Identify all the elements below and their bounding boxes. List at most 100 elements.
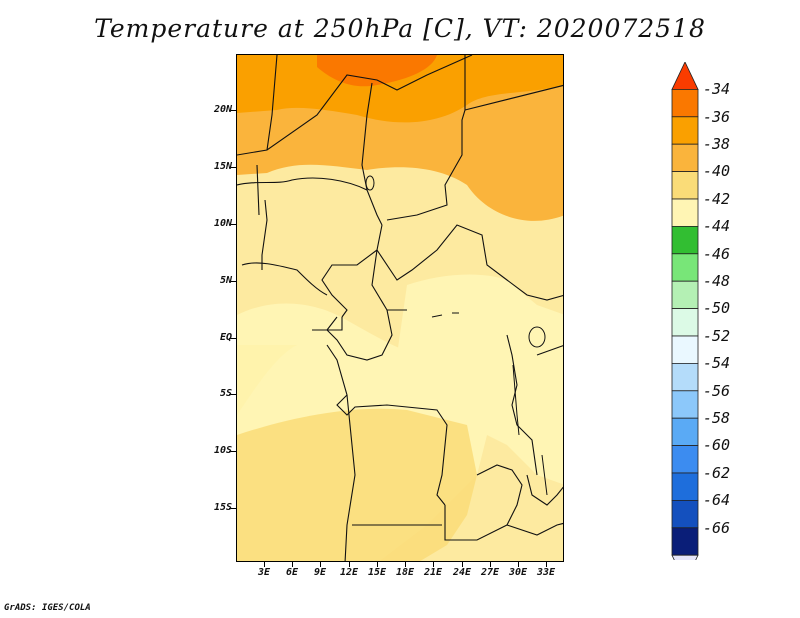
lon-label: 3E	[257, 567, 271, 578]
border-uganda-kenya	[536, 345, 563, 356]
lakes	[365, 175, 548, 496]
colorbar-label: -38	[703, 135, 731, 153]
lat-label: EQ	[219, 332, 232, 343]
border-great-lakes	[506, 334, 538, 476]
lake-tanganyika	[512, 364, 520, 436]
lat-tick	[229, 224, 236, 225]
colorbar-box	[671, 362, 699, 392]
lon-label: 15E	[367, 567, 387, 578]
colorbar-label: -50	[703, 299, 731, 317]
lon-tick	[546, 562, 547, 567]
lon-tick	[292, 562, 293, 567]
map-panel	[236, 54, 564, 562]
colorbar-label: -52	[703, 327, 731, 345]
border-sahara-west	[237, 55, 473, 156]
lat-label: 15N	[213, 161, 232, 172]
colorbar-box	[671, 417, 699, 447]
colorbar-box	[671, 253, 699, 282]
band-minus-34	[317, 55, 437, 87]
border-eq-guinea	[312, 317, 343, 331]
border-cameroon-car	[371, 249, 407, 311]
lat-tick	[229, 338, 236, 339]
colorbar-box	[671, 280, 699, 309]
border-angola-coast	[344, 394, 356, 561]
colorbar-label: -40	[703, 162, 731, 180]
colorbar-label: -48	[703, 272, 731, 290]
lake-chad	[365, 175, 375, 191]
border-mali-niger	[256, 164, 260, 216]
lat-tick	[229, 167, 236, 168]
lon-label: 21E	[423, 567, 443, 578]
coastline-gulf-of-guinea	[241, 262, 328, 296]
colorbar-label: -56	[703, 382, 731, 400]
lat-tick	[229, 394, 236, 395]
lake-victoria	[528, 326, 546, 348]
colorbar-label: -54	[703, 354, 731, 372]
colorbar	[671, 62, 699, 560]
lon-tick	[349, 562, 350, 567]
colorbar-box	[671, 445, 699, 474]
lat-label: 10S	[213, 445, 232, 456]
colorbar-box	[671, 116, 699, 145]
band-minus-44-east	[397, 274, 563, 485]
lon-label: 24E	[452, 567, 472, 578]
lat-tick	[229, 508, 236, 509]
lon-label: 27E	[480, 567, 500, 578]
lon-tick	[462, 562, 463, 567]
footer-credit: GrADS: IGES/COLA	[4, 603, 91, 613]
lon-label: 18E	[395, 567, 415, 578]
colorbar-label: -42	[703, 190, 731, 208]
border-congo-gabon	[326, 309, 393, 361]
colorbar-box	[671, 143, 699, 172]
country-borders	[237, 55, 563, 561]
colorbar-box	[671, 499, 699, 529]
colorbar-box	[671, 198, 699, 227]
lon-tick	[490, 562, 491, 567]
lon-label: 33E	[536, 567, 556, 578]
lon-tick	[405, 562, 406, 567]
border-drc-angola	[326, 344, 448, 506]
border-malawi	[526, 474, 563, 506]
colorbar-label: -64	[703, 491, 731, 509]
colorbar-label: -44	[703, 217, 731, 235]
colorbar-label: -58	[703, 409, 731, 427]
chart-title: Temperature at 250hPa [C], VT: 202007251…	[94, 14, 706, 43]
colorbar-label: -34	[703, 80, 731, 98]
border-libya-egypt	[464, 84, 563, 111]
lon-label: 6E	[285, 567, 299, 578]
border-benin	[261, 199, 268, 270]
colorbar-box	[671, 171, 699, 200]
lon-tick	[377, 562, 378, 567]
lon-tick	[433, 562, 434, 567]
lat-tick	[229, 451, 236, 452]
colorbar-bottom-triangle	[671, 554, 699, 560]
border-chad-east	[386, 55, 466, 221]
lon-tick	[518, 562, 519, 567]
colorbar-box	[671, 527, 699, 556]
border-algeria-niger	[266, 55, 278, 151]
border-niger-nigeria	[237, 177, 368, 191]
band-minus-44-atlantic	[237, 345, 297, 561]
lat-label: 10N	[213, 218, 232, 229]
border-zambia-drc	[476, 464, 523, 526]
colorbar-label: -66	[703, 519, 731, 537]
lake-malawi	[541, 454, 548, 496]
colorbar-top-triangle	[671, 62, 699, 90]
border-car-sudan	[376, 224, 563, 301]
colorbar-label: -46	[703, 245, 731, 263]
colorbar-box	[671, 390, 699, 419]
colorbar-box	[671, 308, 699, 337]
lat-tick	[229, 110, 236, 111]
temperature-map	[237, 55, 563, 561]
lat-label: 15S	[213, 502, 232, 513]
lon-label: 9E	[313, 567, 327, 578]
colorbar-box	[671, 88, 699, 118]
colorbar-boxes	[671, 62, 699, 560]
lat-label: 5S	[219, 388, 232, 399]
lake-congo-swamp	[431, 312, 459, 318]
colorbar-box	[671, 225, 699, 255]
lon-label: 30E	[508, 567, 528, 578]
lat-tick	[229, 281, 236, 282]
lon-tick	[264, 562, 265, 567]
colorbar-label: -36	[703, 108, 731, 126]
